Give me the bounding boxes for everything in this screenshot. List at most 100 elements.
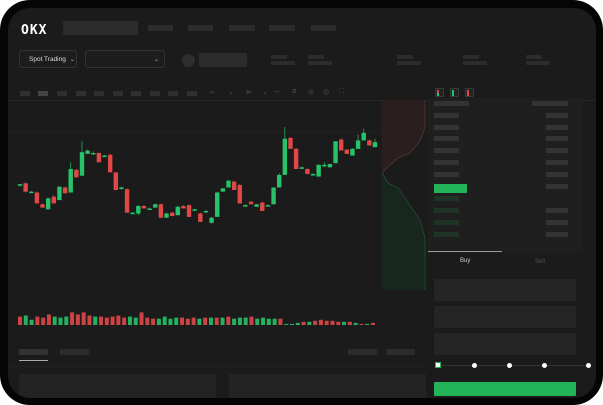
candle-body bbox=[215, 192, 220, 217]
filter-button[interactable] bbox=[386, 349, 415, 355]
tab-buy[interactable]: Buy bbox=[460, 258, 471, 264]
timeframe-button[interactable] bbox=[76, 91, 86, 96]
search-bar[interactable] bbox=[63, 21, 138, 35]
volume-bar bbox=[295, 322, 300, 325]
last-price bbox=[434, 184, 467, 193]
nav-item[interactable] bbox=[269, 25, 295, 31]
price-input[interactable] bbox=[434, 279, 576, 301]
bid-price bbox=[434, 232, 459, 237]
ask-price bbox=[434, 160, 459, 165]
tab-order-history[interactable] bbox=[60, 349, 89, 355]
candle bbox=[17, 184, 23, 187]
drawing-icon[interactable]: ⊳ bbox=[246, 89, 252, 96]
candle bbox=[198, 212, 203, 222]
buy-button[interactable] bbox=[434, 382, 576, 396]
okx-logo: OKX bbox=[21, 23, 48, 38]
candlestick-chart[interactable] bbox=[8, 8, 596, 338]
candle bbox=[68, 162, 73, 193]
amount-input[interactable] bbox=[434, 306, 576, 328]
line-icon[interactable]: ∼ bbox=[274, 89, 280, 96]
volume-bar bbox=[284, 323, 289, 325]
ruler-icon[interactable]: ⧄ bbox=[292, 88, 297, 95]
bids-only-icon[interactable] bbox=[450, 88, 459, 97]
camera-icon[interactable]: ◎ bbox=[308, 89, 315, 96]
volume-bar bbox=[46, 314, 51, 325]
market-type-dropdown[interactable]: Spot Trading ⌄ bbox=[19, 50, 77, 68]
candle bbox=[209, 216, 214, 224]
candle bbox=[102, 154, 107, 158]
timeframe-button[interactable] bbox=[94, 91, 104, 96]
candle bbox=[79, 141, 85, 176]
both-sides-icon[interactable] bbox=[435, 88, 444, 97]
slider-step[interactable] bbox=[585, 362, 591, 368]
nav-item[interactable] bbox=[311, 25, 336, 31]
candle-body bbox=[226, 180, 231, 188]
candle-body bbox=[96, 153, 102, 163]
candle-body bbox=[164, 213, 169, 218]
slider-step[interactable] bbox=[471, 362, 477, 368]
slider-step[interactable] bbox=[541, 362, 547, 368]
slider-track[interactable] bbox=[438, 365, 588, 366]
bid-price bbox=[434, 220, 459, 225]
candle bbox=[40, 203, 45, 208]
filter-button[interactable] bbox=[348, 349, 377, 355]
settings-icon[interactable]: ◎ bbox=[323, 89, 330, 96]
slider-step[interactable] bbox=[506, 362, 512, 368]
stat-label bbox=[271, 55, 287, 59]
candle-body bbox=[85, 150, 90, 154]
candle-body bbox=[243, 205, 248, 207]
tab-sell[interactable]: Sell bbox=[535, 259, 546, 265]
timeframe-button[interactable] bbox=[20, 91, 30, 96]
total-input[interactable] bbox=[434, 333, 576, 355]
volume-bar bbox=[359, 323, 364, 325]
volume-bar bbox=[75, 314, 80, 325]
candle bbox=[57, 186, 62, 201]
candle-body bbox=[310, 174, 316, 176]
volume-bar bbox=[162, 316, 167, 325]
timeframe-button[interactable] bbox=[57, 91, 67, 96]
chevron-down-icon[interactable]: ⌄ bbox=[228, 89, 234, 96]
nav-item[interactable] bbox=[188, 25, 213, 31]
candle-body bbox=[153, 204, 158, 208]
stat-label bbox=[397, 55, 413, 59]
stat-value bbox=[463, 61, 487, 65]
slider-step[interactable] bbox=[435, 362, 441, 368]
timeframe-button[interactable] bbox=[113, 91, 123, 96]
volume-bar bbox=[23, 315, 28, 325]
candle bbox=[23, 182, 28, 193]
timeframe-button[interactable] bbox=[150, 91, 160, 96]
pair-dropdown[interactable]: ⌄ bbox=[85, 50, 165, 68]
bid-depth-area bbox=[382, 173, 425, 290]
candle bbox=[338, 137, 344, 151]
candle-body bbox=[45, 198, 51, 210]
tab-indicator bbox=[428, 251, 502, 252]
nav-item[interactable] bbox=[148, 25, 173, 31]
tab-open-orders[interactable] bbox=[19, 349, 48, 355]
candle bbox=[74, 169, 79, 178]
timeframe-button[interactable] bbox=[131, 91, 141, 96]
timeframe-button[interactable] bbox=[168, 91, 178, 96]
asks-only-icon[interactable] bbox=[465, 88, 474, 97]
bid-size bbox=[546, 232, 568, 237]
candle-body bbox=[141, 205, 147, 209]
volume-bar bbox=[174, 317, 179, 325]
timeframe-button[interactable] bbox=[38, 91, 48, 96]
chevron-down-icon[interactable]: ⌄ bbox=[262, 89, 268, 96]
volume-bar bbox=[52, 316, 57, 325]
candle bbox=[169, 211, 175, 217]
timeframe-button[interactable] bbox=[187, 91, 197, 96]
nav-item[interactable] bbox=[229, 25, 255, 31]
volume-bar bbox=[353, 322, 358, 325]
fullscreen-icon[interactable]: ⛶ bbox=[339, 88, 344, 95]
volume-bar bbox=[151, 318, 156, 325]
candle bbox=[367, 139, 372, 146]
indicator-icon[interactable]: ᵥᵥ bbox=[210, 88, 215, 95]
bid-price bbox=[434, 196, 459, 201]
candle bbox=[158, 203, 164, 218]
candle-body bbox=[23, 183, 28, 192]
candle-body bbox=[367, 140, 372, 146]
volume-bar bbox=[203, 317, 208, 325]
candle-body bbox=[271, 187, 276, 205]
candle-body bbox=[288, 137, 293, 149]
chevron-down-icon: ⌄ bbox=[69, 56, 75, 63]
